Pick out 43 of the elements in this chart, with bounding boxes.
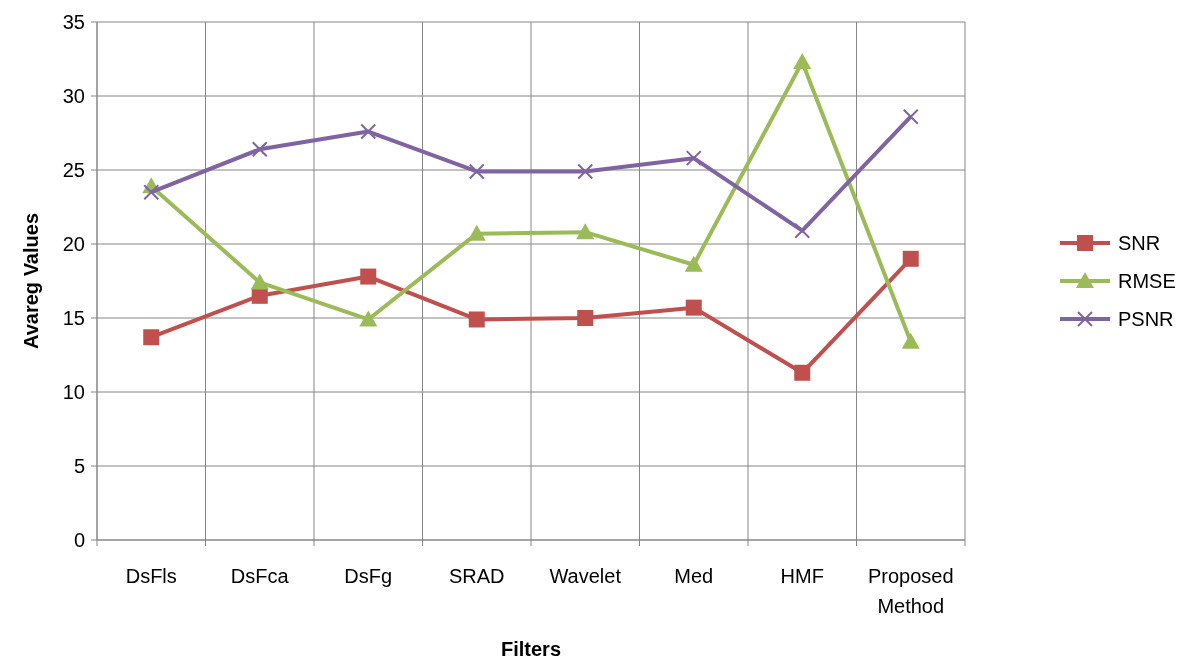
- y-tick-label: 10: [62, 381, 85, 403]
- x-tick-label: HMF: [780, 565, 824, 587]
- point: [251, 287, 268, 304]
- point: [143, 184, 160, 201]
- x-tick-label: Med: [674, 565, 714, 587]
- x-tick-label: DsFca: [230, 565, 290, 587]
- y-tick-label: 20: [62, 233, 85, 255]
- y-tick-label: 0: [73, 529, 85, 551]
- x-tick-label: DsFg: [344, 565, 393, 587]
- point: [576, 223, 595, 240]
- point: [360, 123, 377, 140]
- y-tick-label: 5: [73, 455, 85, 477]
- y-tick-label: 25: [62, 159, 85, 181]
- point: [250, 273, 269, 290]
- y-axis-title: Avareg Values: [20, 212, 42, 350]
- point: [902, 108, 919, 125]
- legend-label: SNR: [1118, 232, 1161, 254]
- legend-label: PSNR: [1118, 308, 1174, 330]
- point: [468, 163, 485, 180]
- point: [685, 150, 702, 167]
- x-tick-label: Wavelet: [549, 565, 622, 587]
- point: [794, 222, 811, 239]
- point: [577, 310, 594, 326]
- legend-label: RMSE: [1118, 270, 1176, 292]
- point: [251, 141, 268, 158]
- point: [359, 310, 378, 327]
- point: [902, 250, 919, 267]
- point: [793, 52, 812, 69]
- y-tick-label: 35: [62, 11, 85, 33]
- point: [360, 268, 377, 285]
- point: [143, 329, 160, 346]
- point: [684, 255, 703, 272]
- point: [901, 332, 920, 349]
- x-tick-label: Proposed Method: [867, 565, 954, 617]
- point: [685, 299, 702, 316]
- y-tick-label: 15: [62, 307, 85, 329]
- x-axis-title: Filters: [500, 638, 562, 660]
- point: [577, 163, 594, 180]
- point: [794, 364, 811, 381]
- x-tick-label: DsFls: [125, 565, 177, 587]
- point: [468, 311, 485, 328]
- x-tick-label: SRAD: [448, 565, 505, 587]
- y-tick-label: 30: [62, 85, 85, 107]
